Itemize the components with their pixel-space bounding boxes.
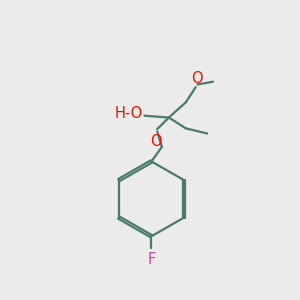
Text: O: O [150,134,162,149]
Text: O: O [191,71,202,86]
Text: H-O: H-O [115,106,143,121]
Text: F: F [147,252,156,267]
